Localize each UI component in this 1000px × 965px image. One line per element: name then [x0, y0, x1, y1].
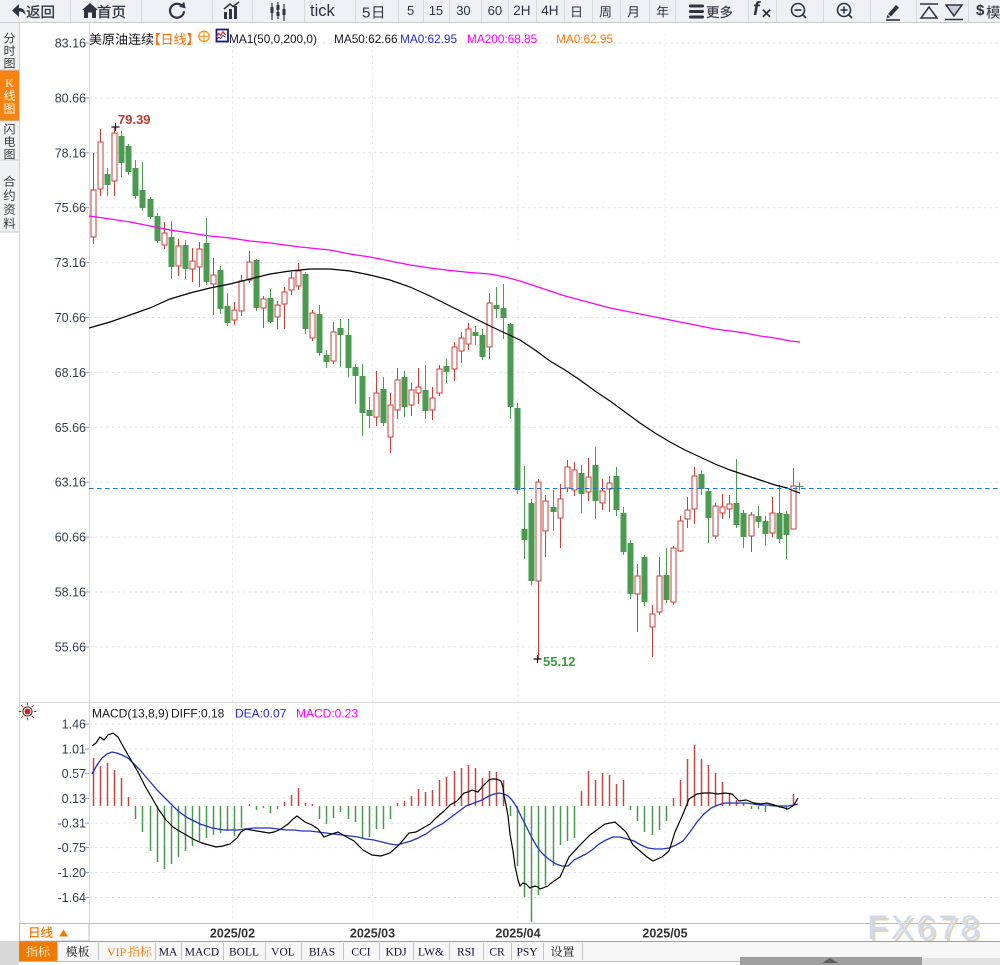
svg-text:FX678: FX678 — [867, 909, 982, 947]
svg-text:60.66: 60.66 — [55, 531, 86, 545]
svg-text:MA1(50,0,200,0): MA1(50,0,200,0) — [229, 32, 317, 46]
svg-text:2025/03: 2025/03 — [350, 927, 395, 941]
svg-text:2025/04: 2025/04 — [495, 927, 540, 941]
svg-text:55.66: 55.66 — [55, 640, 86, 654]
svg-text:79.39: 79.39 — [118, 112, 151, 127]
svg-text:KDJ: KDJ — [385, 947, 407, 959]
svg-text:83.16: 83.16 — [55, 37, 86, 51]
svg-text:63.16: 63.16 — [55, 476, 86, 490]
svg-text:70.66: 70.66 — [55, 311, 86, 325]
svg-text:MA0:62.95: MA0:62.95 — [556, 32, 613, 46]
svg-text:VOL: VOL — [271, 947, 295, 959]
svg-text:MACD(13,8,9): MACD(13,8,9) — [92, 707, 169, 721]
svg-text:LW&: LW& — [418, 947, 444, 959]
svg-text:55.12: 55.12 — [543, 654, 576, 669]
svg-text:DIFF:0.18: DIFF:0.18 — [171, 707, 225, 721]
svg-text:5: 5 — [362, 5, 370, 22]
svg-text:MA0:62.95: MA0:62.95 — [400, 32, 457, 46]
svg-text:MACD: MACD — [185, 947, 220, 959]
svg-text:-0.31: -0.31 — [58, 817, 87, 831]
svg-text:MACD:0.23: MACD:0.23 — [296, 707, 358, 721]
svg-text:0.13: 0.13 — [62, 792, 86, 806]
svg-text:68.16: 68.16 — [55, 366, 86, 380]
svg-text:-1.64: -1.64 — [58, 891, 87, 905]
svg-text:2025/05: 2025/05 — [642, 927, 687, 941]
svg-text:MA50:62.66: MA50:62.66 — [334, 32, 398, 46]
svg-text:BOLL: BOLL — [229, 947, 259, 959]
svg-text:0.57: 0.57 — [62, 767, 86, 781]
svg-text:BIAS: BIAS — [309, 947, 335, 959]
svg-text:75.66: 75.66 — [55, 201, 86, 215]
svg-text:1.46: 1.46 — [62, 718, 86, 732]
svg-text:K: K — [5, 76, 14, 90]
svg-text:MA: MA — [159, 947, 178, 959]
svg-text:PSY: PSY — [516, 947, 538, 959]
svg-text:VIP: VIP — [107, 945, 127, 959]
svg-text:1.01: 1.01 — [62, 743, 86, 757]
svg-text:CR: CR — [489, 947, 505, 959]
svg-text:80.66: 80.66 — [55, 91, 86, 105]
svg-text:RSI: RSI — [457, 947, 475, 959]
svg-text:58.16: 58.16 — [55, 586, 86, 600]
svg-text:65.66: 65.66 — [55, 421, 86, 435]
svg-text:MA200:68.85: MA200:68.85 — [467, 32, 538, 46]
svg-text:78.16: 78.16 — [55, 146, 86, 160]
svg-text:CCI: CCI — [351, 947, 370, 959]
svg-text:-0.75: -0.75 — [58, 841, 87, 855]
svg-text:DEA:0.07: DEA:0.07 — [235, 707, 287, 721]
svg-text:73.16: 73.16 — [55, 256, 86, 270]
svg-text:-1.20: -1.20 — [58, 866, 87, 880]
svg-text:2025/02: 2025/02 — [210, 927, 255, 941]
